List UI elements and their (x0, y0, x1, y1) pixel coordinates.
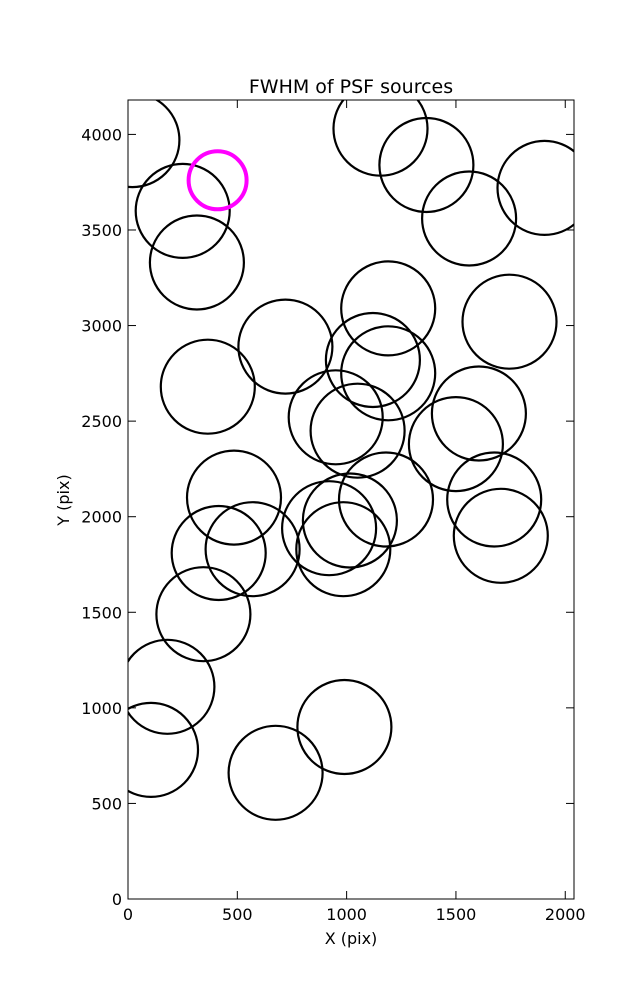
data-point-8 (461, 273, 558, 370)
data-point-27 (128, 638, 216, 735)
x-tick-label: 1500 (436, 905, 477, 924)
data-point-4 (378, 116, 475, 214)
data-point-17 (185, 449, 283, 546)
chart-title: FWHM of PSF sources (249, 76, 453, 98)
scatter-marks (128, 100, 574, 821)
x-axis-label: X (pix) (325, 929, 378, 948)
data-point-28 (128, 701, 200, 798)
data-point-9 (237, 298, 334, 395)
data-point-14 (287, 369, 384, 466)
data-point-0 (128, 100, 181, 189)
data-point-29 (227, 724, 324, 821)
data-point-10 (324, 311, 421, 409)
data-point-12 (159, 338, 256, 435)
y-tick-label: 4000 (81, 125, 122, 144)
y-tick-label: 3000 (81, 317, 122, 336)
data-point-13 (430, 365, 527, 462)
x-tick-label: 500 (222, 905, 253, 924)
y-tick-label: 2000 (81, 508, 122, 527)
data-point-18 (337, 451, 435, 548)
data-point-20 (281, 480, 378, 577)
data-point-15 (407, 396, 504, 493)
x-tick-label: 1000 (326, 905, 367, 924)
data-point-25 (295, 501, 392, 598)
y-tick-label: 1000 (81, 699, 122, 718)
data-point-11 (340, 325, 437, 422)
data-point-22 (452, 487, 549, 584)
y-tick-label: 500 (91, 794, 122, 813)
data-point-24 (204, 501, 301, 598)
data-point-7 (340, 260, 437, 357)
y-tick-label: 3500 (81, 221, 122, 240)
x-tick-label: 0 (123, 905, 133, 924)
data-point-6 (496, 139, 574, 236)
x-tick-label: 2000 (545, 905, 586, 924)
data-point-26 (155, 566, 252, 663)
y-tick-label: 2500 (81, 412, 122, 431)
data-point-2 (148, 214, 245, 311)
data-point-30 (296, 678, 393, 776)
data-point-21 (301, 472, 398, 569)
plot-frame (127, 99, 575, 900)
data-point-5 (421, 170, 518, 267)
y-axis-label: Y (pix) (54, 474, 73, 526)
data-point-23 (170, 504, 267, 602)
y-tick-label: 0 (112, 890, 122, 909)
data-point-16 (309, 382, 406, 479)
axis-ticks: 0 500 1000 1500 2000 0 500 1000 1500 2000 2500 3000… (81, 100, 586, 924)
highlight-point-0 (186, 149, 249, 212)
y-tick-label: 1500 (81, 603, 122, 622)
data-point-1 (134, 162, 231, 259)
data-point-19 (446, 451, 543, 548)
